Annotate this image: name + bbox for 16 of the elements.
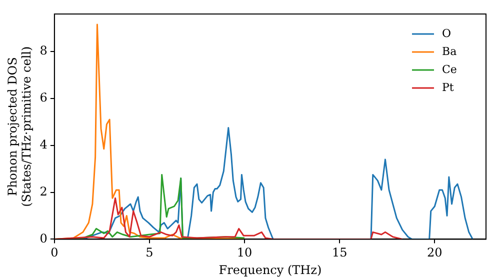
y-tick-label: 4: [40, 137, 48, 152]
x-tick-label: 5: [146, 246, 154, 260]
x-tick-label: 20: [427, 246, 442, 260]
legend-label: Ba: [442, 44, 458, 58]
legend-label: Pt: [442, 80, 454, 94]
y-tick-label: 8: [40, 44, 48, 58]
x-tick-label: 0: [50, 246, 58, 260]
y-tick-label: 0: [40, 231, 48, 246]
x-axis-title: Frequency (THz): [218, 262, 322, 277]
x-tick-label: 15: [332, 246, 348, 260]
y-tick-label: 6: [40, 90, 48, 105]
legend-label: O: [442, 26, 452, 40]
legend-label: Ce: [442, 62, 457, 76]
y-tick-label: 2: [40, 184, 48, 198]
y-axis-title: Phonon projected DOS (States/THz·primitive cell): [5, 46, 34, 207]
x-tick-label: 10: [236, 246, 252, 260]
